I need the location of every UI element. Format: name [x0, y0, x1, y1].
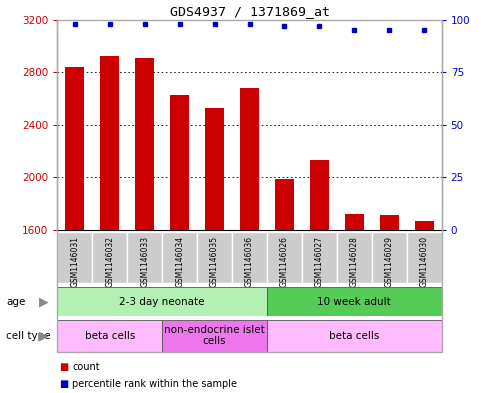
Text: age: age	[6, 297, 25, 307]
Bar	[57, 320, 162, 352]
Text: GSM1146026: GSM1146026	[280, 236, 289, 287]
Bar	[127, 232, 162, 283]
Bar	[267, 287, 442, 316]
Bar	[275, 179, 294, 230]
Text: GSM1146033: GSM1146033	[140, 236, 149, 287]
Text: GSM1146027: GSM1146027	[315, 236, 324, 287]
Text: non-endocrine islet
cells: non-endocrine islet cells	[164, 325, 265, 346]
Bar	[267, 320, 442, 352]
Bar	[135, 58, 154, 230]
Text: GSM1146031: GSM1146031	[70, 236, 79, 287]
Bar	[415, 221, 434, 230]
Bar	[380, 215, 399, 230]
Bar	[92, 232, 127, 283]
Text: ▶: ▶	[39, 329, 49, 342]
Bar	[100, 57, 119, 230]
Text: ■: ■	[59, 362, 68, 373]
Text: beta cells: beta cells	[329, 331, 379, 341]
Text: GSM1146036: GSM1146036	[245, 236, 254, 287]
Bar	[170, 95, 189, 230]
Text: GSM1146034: GSM1146034	[175, 236, 184, 287]
Text: 10 week adult: 10 week adult	[317, 297, 391, 307]
Bar	[267, 232, 302, 283]
Title: GDS4937 / 1371869_at: GDS4937 / 1371869_at	[170, 6, 329, 18]
Bar	[407, 232, 442, 283]
Text: ■: ■	[59, 379, 68, 389]
Text: GSM1146032: GSM1146032	[105, 236, 114, 287]
Bar	[197, 232, 232, 283]
Text: ▶: ▶	[39, 295, 49, 308]
Bar	[162, 320, 267, 352]
Bar	[65, 67, 84, 230]
Bar	[302, 232, 337, 283]
Bar	[57, 232, 92, 283]
Bar	[162, 232, 197, 283]
Bar	[57, 287, 267, 316]
Text: beta cells: beta cells	[85, 331, 135, 341]
Bar	[310, 160, 329, 230]
Text: GSM1146035: GSM1146035	[210, 236, 219, 287]
Text: count: count	[72, 362, 100, 373]
Text: cell type: cell type	[6, 331, 50, 341]
Bar	[232, 232, 267, 283]
Bar	[345, 214, 364, 230]
Text: GSM1146029: GSM1146029	[385, 236, 394, 287]
Bar	[337, 232, 372, 283]
Bar	[240, 88, 259, 230]
Text: 2-3 day neonate: 2-3 day neonate	[119, 297, 205, 307]
Text: GSM1146030: GSM1146030	[420, 236, 429, 287]
Text: percentile rank within the sample: percentile rank within the sample	[72, 379, 238, 389]
Bar	[205, 108, 224, 230]
Text: GSM1146028: GSM1146028	[350, 236, 359, 287]
Bar	[372, 232, 407, 283]
